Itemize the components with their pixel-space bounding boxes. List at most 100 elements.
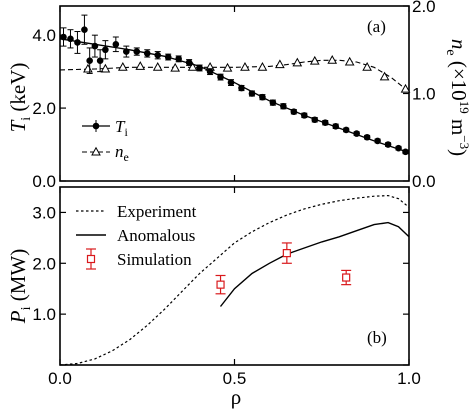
simulation-point: [282, 249, 291, 258]
ne-point: [170, 62, 181, 72]
anomalous-line: [219, 221, 410, 307]
legend-ne-marker: [91, 146, 101, 156]
ti-point: [196, 64, 203, 72]
ti-point: [96, 57, 104, 64]
legend-ne-sub: e: [124, 150, 129, 164]
xtick-label: 0.0: [48, 369, 72, 388]
ti-point: [259, 93, 266, 101]
legend-ti-main: T: [115, 117, 126, 136]
experiment-line: [59, 194, 410, 366]
left-ytick-label: 2.0: [32, 99, 56, 118]
ti-point: [217, 73, 224, 81]
ti-point: [143, 50, 151, 57]
xtick-label: 1.0: [397, 369, 421, 388]
ne-point: [275, 59, 285, 69]
right-axis-label-main: n: [447, 39, 471, 50]
left-ytick-label: 4.0: [32, 26, 56, 45]
ti-fit-line: [59, 38, 410, 154]
ne-point: [222, 62, 233, 72]
right-axis-label-sub: e: [443, 49, 458, 55]
ti-point: [248, 90, 256, 97]
ti-point: [227, 79, 235, 86]
panel-b-legend: Experiment Anomalous Simulation: [76, 202, 197, 270]
ne-point: [292, 57, 303, 67]
ne-point: [327, 55, 338, 64]
legend-ne-main: n: [115, 142, 124, 161]
legend-ti-sub: i: [124, 125, 128, 139]
ti-point: [112, 40, 120, 48]
panel-a-frame: [59, 5, 410, 182]
panel-b-ylabel-unit: (MW): [6, 249, 30, 307]
left-ytick-label: 0.0: [32, 172, 56, 191]
right-ytick-label: 0.0: [412, 172, 436, 191]
ti-point: [154, 51, 162, 59]
ne-point: [257, 62, 268, 71]
ti-point: [363, 133, 371, 141]
x-axis-label: ρ: [231, 385, 241, 409]
ne-line: [59, 59, 410, 93]
ti-point: [280, 102, 287, 110]
ne-point: [187, 62, 198, 71]
ti-point: [384, 141, 392, 148]
panel-b-ylabel-main: P: [6, 310, 30, 324]
ti-point: [102, 46, 109, 54]
ti-point: [60, 33, 67, 41]
ti-point: [206, 68, 214, 75]
panel-b-frame: [59, 186, 410, 366]
ti-point: [81, 26, 88, 33]
right-ytick-label: 2.0: [412, 0, 436, 16]
right-axis-label-end-exp: −3: [457, 135, 472, 149]
simulation-point: [342, 273, 351, 282]
ti-point: [311, 116, 319, 124]
legend-simulation-marker: [86, 254, 96, 264]
ne-point: [152, 62, 163, 71]
ne-point: [400, 83, 411, 93]
ti-point: [238, 84, 245, 92]
legend-ne-label: ne: [115, 142, 129, 164]
panel-a: 0.02.04.00.01.02.0Ti (keV)ne (×1019 m−3)…: [6, 0, 472, 191]
right-axis-label: ne (×1019 m−3): [443, 39, 472, 156]
ne-point: [100, 63, 111, 73]
legend-anomalous-label: Anomalous: [117, 226, 195, 245]
ti-point: [133, 48, 141, 55]
xtick-label: 0.5: [223, 369, 247, 388]
panel-b-label: (b): [367, 328, 387, 347]
ne-point: [117, 62, 128, 71]
ti-point: [301, 112, 308, 119]
legend-ti-label: Ti: [115, 117, 128, 139]
ti-point: [402, 148, 409, 156]
ti-point: [67, 35, 74, 43]
ti-point: [395, 144, 402, 152]
ti-point: [321, 119, 329, 126]
simulation-point: [216, 280, 225, 289]
legend-experiment-label: Experiment: [117, 202, 197, 221]
right-axis-label-end: m: [447, 114, 471, 136]
left-axis-label: Ti (keV): [6, 63, 34, 133]
right-axis-label-unit: (×10: [447, 56, 471, 101]
ne-point: [135, 61, 146, 70]
ne-point: [344, 56, 355, 66]
right-axis-label-close: ): [447, 149, 471, 156]
ti-point: [164, 53, 172, 61]
left-axis-label-unit: (keV): [6, 63, 30, 117]
left-axis-label-main: T: [6, 119, 30, 132]
panel-b-ylabel: Pi (MW): [6, 249, 34, 324]
ti-point: [374, 137, 381, 145]
ti-point: [123, 48, 130, 55]
right-ytick-label: 1.0: [412, 85, 436, 104]
ti-point: [74, 39, 81, 46]
ne-point: [309, 55, 320, 65]
ytick-label: 3.0: [32, 203, 56, 222]
ytick-label: 1.0: [32, 305, 56, 324]
panel-b: 0.0 0.5 1.0 1.0 2.0 3.0 Pi (MW) ρ Experiment Anom…: [6, 186, 421, 409]
panel-b-ylabel-sub: i: [19, 306, 34, 310]
legend-simulation-label: Simulation: [117, 250, 192, 269]
ne-point: [240, 62, 250, 71]
ti-point: [86, 57, 93, 64]
legend-ti-marker: [92, 122, 100, 130]
ti-point: [91, 42, 99, 50]
left-axis-label-sub: i: [19, 117, 34, 121]
ne-point: [379, 71, 390, 81]
